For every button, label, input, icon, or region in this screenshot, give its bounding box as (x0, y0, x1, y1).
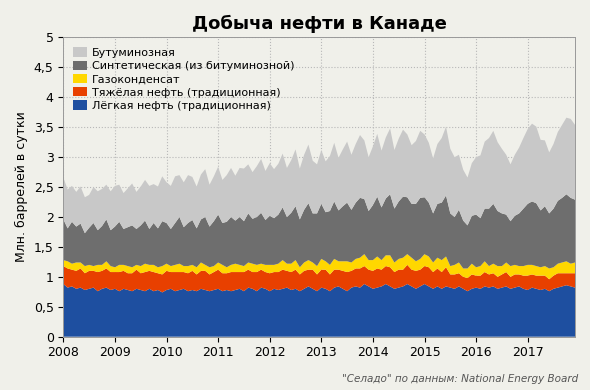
Text: "Селадо" по данным: National Energy Board: "Селадо" по данным: National Energy Boar… (342, 374, 578, 384)
Y-axis label: Млн. баррелей в сутки: Млн. баррелей в сутки (15, 112, 28, 262)
Legend: Бутуминозная, Синтетическая (из битуминозной), Газоконденсат, Тяжёлая нефть (тра: Бутуминозная, Синтетическая (из битумино… (69, 43, 299, 115)
Title: Добыча нефти в Канаде: Добыча нефти в Канаде (192, 15, 447, 33)
